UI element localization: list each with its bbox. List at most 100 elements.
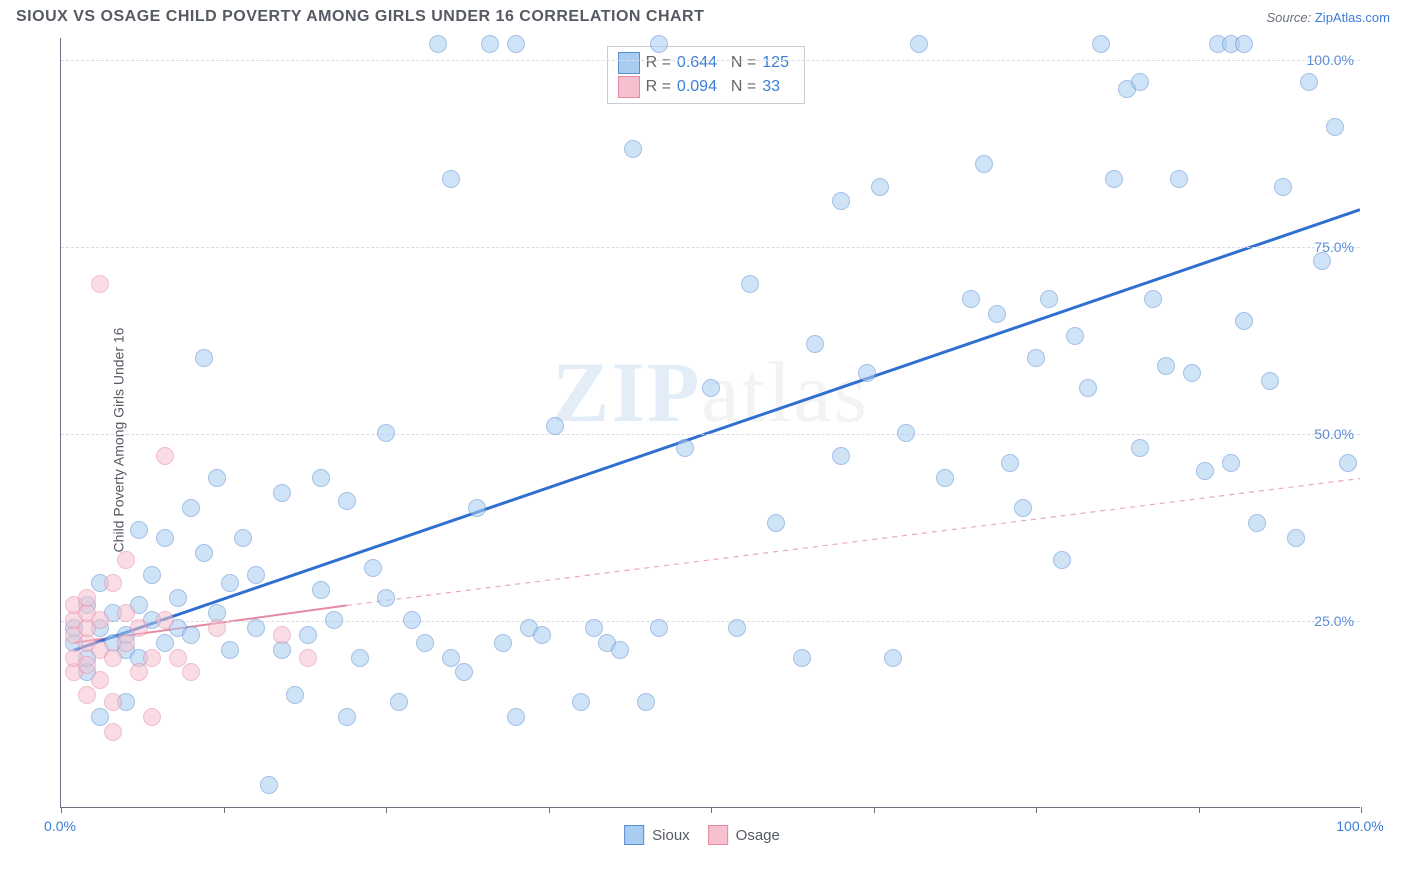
data-point xyxy=(299,649,317,667)
data-point xyxy=(338,708,356,726)
data-point xyxy=(403,611,421,629)
data-point xyxy=(728,619,746,637)
data-point xyxy=(130,619,148,637)
data-point xyxy=(494,634,512,652)
data-point xyxy=(78,589,96,607)
data-point xyxy=(182,663,200,681)
data-point xyxy=(1248,514,1266,532)
data-point xyxy=(442,170,460,188)
data-point xyxy=(104,693,122,711)
data-point xyxy=(247,566,265,584)
chart-area: Child Poverty Among Girls Under 16 ZIPat… xyxy=(12,30,1392,850)
data-point xyxy=(91,708,109,726)
x-tick xyxy=(874,807,875,813)
data-point xyxy=(247,619,265,637)
data-point xyxy=(442,649,460,667)
data-point xyxy=(637,693,655,711)
data-point xyxy=(897,424,915,442)
data-point xyxy=(416,634,434,652)
data-point xyxy=(208,619,226,637)
data-point xyxy=(195,544,213,562)
data-point xyxy=(312,581,330,599)
data-point xyxy=(1170,170,1188,188)
data-point xyxy=(1131,73,1149,91)
data-point xyxy=(338,492,356,510)
data-point xyxy=(910,35,928,53)
data-point xyxy=(169,589,187,607)
data-point xyxy=(325,611,343,629)
source-link[interactable]: ZipAtlas.com xyxy=(1315,10,1390,25)
data-point xyxy=(182,626,200,644)
x-tick xyxy=(386,807,387,813)
data-point xyxy=(1300,73,1318,91)
source-text: Source: ZipAtlas.com xyxy=(1266,10,1390,25)
data-point xyxy=(195,349,213,367)
data-point xyxy=(156,447,174,465)
data-point xyxy=(1001,454,1019,472)
x-tick-label: 100.0% xyxy=(1336,818,1383,834)
data-point xyxy=(468,499,486,517)
plot-region: ZIPatlas R =0.644 N =125 R =0.094 N =33 … xyxy=(60,38,1360,808)
data-point xyxy=(130,521,148,539)
x-tick xyxy=(1361,807,1362,813)
data-point xyxy=(507,35,525,53)
data-point xyxy=(624,140,642,158)
data-point xyxy=(117,634,135,652)
legend-swatch xyxy=(618,76,640,98)
data-point xyxy=(611,641,629,659)
data-point xyxy=(234,529,252,547)
data-point xyxy=(481,35,499,53)
data-point xyxy=(975,155,993,173)
data-point xyxy=(1066,327,1084,345)
data-point xyxy=(390,693,408,711)
data-point xyxy=(1105,170,1123,188)
data-point xyxy=(1183,364,1201,382)
gridline xyxy=(61,60,1360,61)
data-point xyxy=(1014,499,1032,517)
legend-correlation: R =0.644 N =125 R =0.094 N =33 xyxy=(607,46,806,104)
data-point xyxy=(104,649,122,667)
data-point xyxy=(156,611,174,629)
x-tick-label: 0.0% xyxy=(44,818,76,834)
legend-swatch xyxy=(708,825,728,845)
legend-row: R =0.094 N =33 xyxy=(618,75,795,99)
data-point xyxy=(767,514,785,532)
data-point xyxy=(156,634,174,652)
data-point xyxy=(364,559,382,577)
data-point xyxy=(91,611,109,629)
legend-row: R =0.644 N =125 xyxy=(618,51,795,75)
data-point xyxy=(286,686,304,704)
gridline xyxy=(61,247,1360,248)
data-point xyxy=(429,35,447,53)
data-point xyxy=(1235,35,1253,53)
data-point xyxy=(741,275,759,293)
data-point xyxy=(455,663,473,681)
data-point xyxy=(117,551,135,569)
data-point xyxy=(143,566,161,584)
data-point xyxy=(169,649,187,667)
data-point xyxy=(1079,379,1097,397)
legend-swatch xyxy=(624,825,644,845)
gridline xyxy=(61,434,1360,435)
data-point xyxy=(273,626,291,644)
y-tick-label: 50.0% xyxy=(1314,426,1354,442)
data-point xyxy=(130,663,148,681)
x-tick xyxy=(1036,807,1037,813)
data-point xyxy=(507,708,525,726)
data-point xyxy=(104,723,122,741)
data-point xyxy=(1053,551,1071,569)
data-point xyxy=(936,469,954,487)
data-point xyxy=(884,649,902,667)
x-tick xyxy=(61,807,62,813)
data-point xyxy=(208,469,226,487)
chart-title: SIOUX VS OSAGE CHILD POVERTY AMONG GIRLS… xyxy=(16,8,704,26)
data-point xyxy=(988,305,1006,323)
data-point xyxy=(858,364,876,382)
data-point xyxy=(832,192,850,210)
data-point xyxy=(299,626,317,644)
y-tick-label: 100.0% xyxy=(1307,52,1354,68)
data-point xyxy=(117,604,135,622)
data-point xyxy=(1144,290,1162,308)
data-point xyxy=(143,708,161,726)
data-point xyxy=(832,447,850,465)
